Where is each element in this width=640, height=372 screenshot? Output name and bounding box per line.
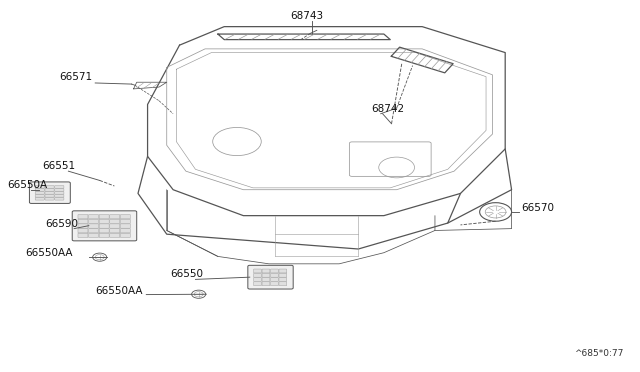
FancyBboxPatch shape — [88, 233, 99, 237]
Text: 66550A: 66550A — [7, 180, 47, 190]
Text: 66550AA: 66550AA — [95, 286, 143, 296]
FancyBboxPatch shape — [55, 195, 64, 197]
FancyBboxPatch shape — [55, 189, 64, 191]
Text: 66550AA: 66550AA — [25, 248, 72, 259]
Text: ^685*0:77: ^685*0:77 — [574, 349, 623, 358]
FancyBboxPatch shape — [110, 224, 120, 228]
Text: 66590: 66590 — [45, 219, 78, 229]
FancyBboxPatch shape — [271, 273, 278, 277]
FancyBboxPatch shape — [99, 219, 109, 224]
FancyBboxPatch shape — [110, 219, 120, 224]
FancyBboxPatch shape — [99, 215, 109, 219]
FancyBboxPatch shape — [110, 228, 120, 233]
FancyBboxPatch shape — [35, 186, 44, 188]
FancyBboxPatch shape — [55, 186, 64, 188]
FancyBboxPatch shape — [45, 192, 54, 194]
Text: 66571: 66571 — [60, 73, 93, 82]
FancyBboxPatch shape — [88, 215, 99, 219]
FancyBboxPatch shape — [78, 219, 88, 224]
FancyBboxPatch shape — [120, 233, 131, 237]
FancyBboxPatch shape — [262, 269, 270, 273]
FancyBboxPatch shape — [35, 189, 44, 191]
FancyBboxPatch shape — [29, 182, 70, 203]
FancyBboxPatch shape — [120, 224, 131, 228]
FancyBboxPatch shape — [120, 219, 131, 224]
FancyBboxPatch shape — [279, 282, 287, 286]
FancyBboxPatch shape — [253, 269, 261, 273]
FancyBboxPatch shape — [253, 273, 261, 277]
FancyBboxPatch shape — [78, 233, 88, 237]
FancyBboxPatch shape — [88, 224, 99, 228]
FancyBboxPatch shape — [279, 278, 287, 282]
FancyBboxPatch shape — [35, 192, 44, 194]
FancyBboxPatch shape — [120, 215, 131, 219]
Text: 68743: 68743 — [290, 11, 323, 21]
FancyBboxPatch shape — [110, 233, 120, 237]
FancyBboxPatch shape — [78, 215, 88, 219]
FancyBboxPatch shape — [88, 228, 99, 233]
FancyBboxPatch shape — [271, 282, 278, 286]
FancyBboxPatch shape — [99, 228, 109, 233]
FancyBboxPatch shape — [120, 228, 131, 233]
FancyBboxPatch shape — [45, 198, 54, 200]
FancyBboxPatch shape — [35, 195, 44, 197]
FancyBboxPatch shape — [45, 186, 54, 188]
FancyBboxPatch shape — [262, 273, 270, 277]
FancyBboxPatch shape — [55, 198, 64, 200]
FancyBboxPatch shape — [35, 198, 44, 200]
FancyBboxPatch shape — [253, 278, 261, 282]
FancyBboxPatch shape — [271, 278, 278, 282]
FancyBboxPatch shape — [110, 215, 120, 219]
FancyBboxPatch shape — [279, 269, 287, 273]
FancyBboxPatch shape — [78, 224, 88, 228]
FancyBboxPatch shape — [78, 228, 88, 233]
Text: 66550: 66550 — [170, 269, 203, 279]
FancyBboxPatch shape — [248, 265, 293, 289]
FancyBboxPatch shape — [55, 192, 64, 194]
FancyBboxPatch shape — [271, 269, 278, 273]
FancyBboxPatch shape — [72, 211, 137, 241]
FancyBboxPatch shape — [279, 273, 287, 277]
FancyBboxPatch shape — [99, 224, 109, 228]
Text: 66551: 66551 — [42, 161, 76, 171]
FancyBboxPatch shape — [45, 189, 54, 191]
FancyBboxPatch shape — [262, 278, 270, 282]
FancyBboxPatch shape — [253, 282, 261, 286]
FancyBboxPatch shape — [99, 233, 109, 237]
FancyBboxPatch shape — [88, 219, 99, 224]
Text: 66570: 66570 — [521, 203, 554, 213]
FancyBboxPatch shape — [45, 195, 54, 197]
Text: 68742: 68742 — [371, 104, 404, 114]
FancyBboxPatch shape — [262, 282, 270, 286]
